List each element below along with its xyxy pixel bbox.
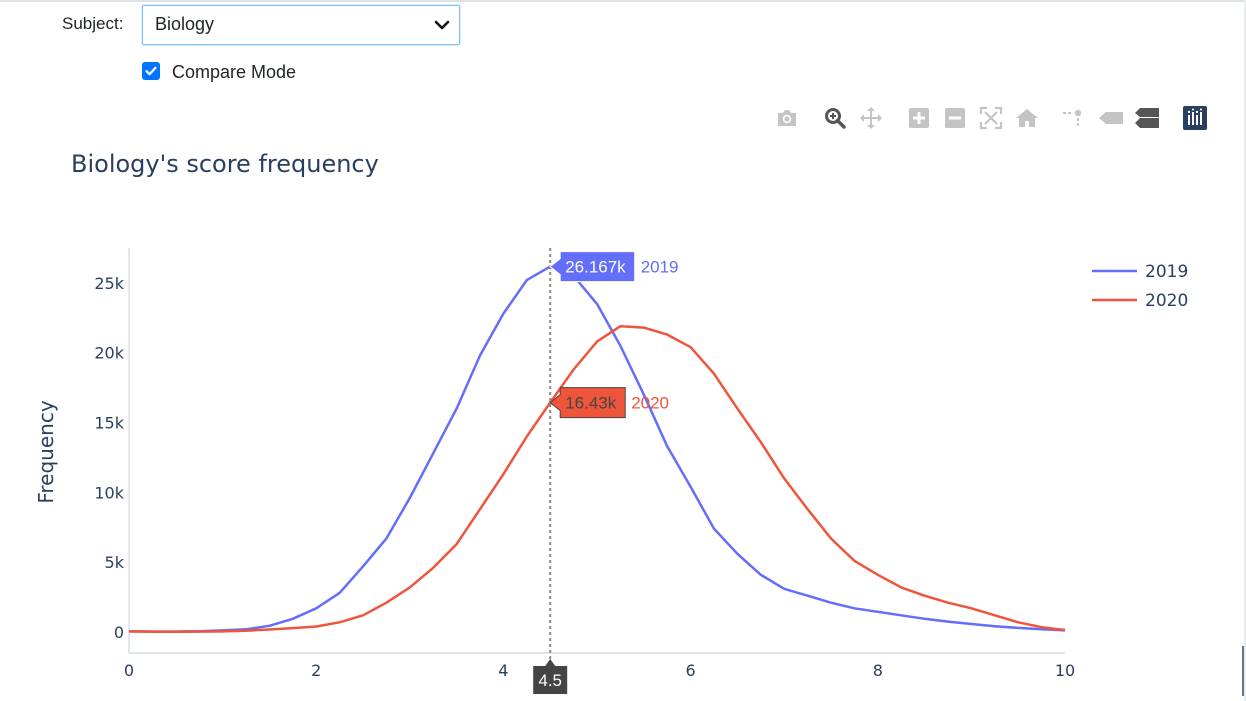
hover-label-box-2020 xyxy=(549,387,626,419)
reset-axes-icon[interactable] xyxy=(1013,104,1041,132)
pan-icon[interactable] xyxy=(857,104,885,132)
y-tick-label: 25k xyxy=(94,274,124,293)
zoom-out-icon[interactable] xyxy=(941,104,969,132)
x-tick-label: 4 xyxy=(498,661,508,680)
autoscale-icon[interactable] xyxy=(977,104,1005,132)
x-tick-label: 8 xyxy=(873,661,883,680)
hover-label-value-2019: 26.167k xyxy=(565,258,626,277)
hover-label-name-2019: 2019 xyxy=(641,258,679,277)
plotly-logo-icon[interactable] xyxy=(1181,104,1209,132)
hover-x-label-pointer xyxy=(545,659,556,666)
y-tick-label: 10k xyxy=(94,483,124,502)
legend-label-2020: 2020 xyxy=(1145,291,1188,311)
x-tick-label: 2 xyxy=(311,661,321,680)
y-axis-title: Frequency xyxy=(34,400,58,503)
zoom-in-icon[interactable] xyxy=(905,104,933,132)
x-tick-label: 10 xyxy=(1055,661,1075,680)
hover-compare-icon[interactable] xyxy=(1133,104,1161,132)
subject-select-value: Biology xyxy=(155,14,215,34)
chevron-down-icon xyxy=(434,20,450,30)
hover-label-value-2020: 16.43k xyxy=(565,394,617,413)
hover-x-label: 4.5 xyxy=(538,671,562,690)
hover-x-label-box xyxy=(533,666,568,694)
scrollbar-thumb[interactable] xyxy=(1242,646,1244,696)
subject-label: Subject: xyxy=(62,14,124,33)
hover-closest-icon[interactable] xyxy=(1097,104,1125,132)
legend-label-2019: 2019 xyxy=(1145,262,1188,282)
series-line-2020 xyxy=(128,324,1066,634)
y-tick-label: 5k xyxy=(105,553,125,572)
scrollbar-track[interactable] xyxy=(1244,0,1246,701)
y-tick-label: 15k xyxy=(94,414,124,433)
subject-select[interactable]: Biology xyxy=(142,5,460,45)
hover-label-box-2019 xyxy=(549,251,636,283)
x-tick-label: 0 xyxy=(124,661,134,680)
x-tick-label: 6 xyxy=(686,661,696,680)
compare-mode-label: Compare Mode xyxy=(172,62,297,82)
spike-lines-icon[interactable] xyxy=(1059,104,1087,132)
series-line-2019 xyxy=(128,265,1066,633)
top-border xyxy=(0,0,1246,2)
compare-mode-checkbox[interactable] xyxy=(142,62,160,80)
chart-title: Biology's score frequency xyxy=(71,150,379,178)
chart-modebar xyxy=(770,104,1220,132)
hover-label-name-2020: 2020 xyxy=(631,394,669,413)
y-tick-label: 0 xyxy=(114,623,124,642)
camera-icon[interactable] xyxy=(773,104,801,132)
checkmark-icon xyxy=(145,66,157,76)
zoom-icon[interactable] xyxy=(821,104,849,132)
y-tick-label: 20k xyxy=(94,344,124,363)
